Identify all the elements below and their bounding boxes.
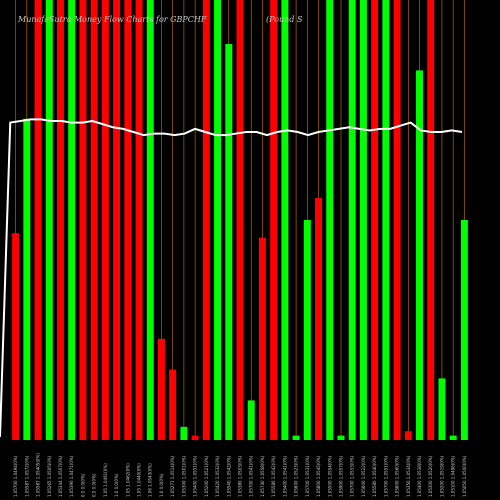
money-flow-line: [0, 118, 463, 437]
bar-series: [12, 0, 468, 441]
tick-label: 1.0 0.0(0%): [114, 473, 119, 497]
tick-label: 1.05 1.0491(0%): [103, 463, 108, 497]
tick-label: 1.05600 1.0522(0%): [361, 455, 366, 497]
bar-up: [247, 400, 255, 440]
tick-label: 1.05100 1.0496(0%): [451, 455, 456, 497]
tick-label: 1.05700 1.0494(0%): [13, 455, 18, 497]
bar-up: [214, 0, 222, 440]
tick-label: 1.05271 1.0514(0%): [170, 455, 175, 497]
chart-title: MunafaSutra Money Flow Charts for GBPCHF: [17, 15, 207, 24]
bar-up: [303, 220, 311, 440]
tick-label: 1.05587 1.0572(0%): [24, 455, 29, 497]
tick-label: 1.06 1.0543(0%): [148, 463, 153, 497]
bar-up: [348, 0, 356, 440]
bar-up: [146, 0, 154, 440]
bar-down: [135, 0, 143, 440]
bar-down: [236, 0, 244, 440]
tick-label: 1.05900 1.0557(0%): [338, 455, 343, 497]
bar-down: [12, 233, 20, 440]
tick-label: 1.05344 1.0507(0%): [58, 455, 63, 497]
bar-down: [57, 0, 64, 440]
tick-label: 0.5 0.0(0%): [80, 473, 85, 497]
bar-up: [225, 44, 233, 440]
bar-up: [438, 378, 446, 440]
bar-up: [449, 435, 457, 440]
tick-label: 1.05300 1.0501(0%): [181, 455, 186, 497]
tick-label: 1.05500 1.0554(0%): [327, 455, 332, 497]
bar-up: [45, 0, 53, 440]
bar-up: [382, 0, 390, 440]
tick-label: 1.05540 1.0542(0%): [226, 455, 231, 497]
bar-up: [460, 220, 468, 440]
tick-label: 1.05700 1.0551(0%): [383, 455, 388, 497]
bar-down: [79, 0, 87, 440]
bar-down: [90, 0, 98, 440]
bar-down: [202, 0, 210, 440]
tick-label: 1.05400 1.0538(0%): [417, 455, 422, 497]
bar-down: [169, 369, 177, 440]
bar-up: [23, 118, 31, 441]
bar-down: [371, 0, 379, 440]
bar-down: [157, 338, 165, 440]
tick-label: 0.5 0.0(0%): [92, 473, 97, 497]
bar-down: [113, 0, 121, 440]
tick-label: 1.05700 1.0531(0%): [305, 455, 310, 497]
tick-label: 1.05 1.0462(0%): [125, 463, 130, 497]
tick-label: 1.05700 1.0541(0%): [249, 455, 254, 497]
bar-down: [404, 431, 412, 440]
tick-label: 1.05400 1.0551(0%): [193, 455, 198, 497]
tick-label: 1.05600 1.0560(0%): [395, 455, 400, 497]
bar-down: [427, 0, 435, 440]
bar-down: [101, 0, 109, 440]
tick-label: 1.05600 1.0523(0%): [294, 455, 299, 497]
bar-up: [359, 0, 367, 440]
bar-down: [315, 198, 323, 440]
bar-down: [124, 0, 132, 440]
bar-down: [270, 0, 278, 440]
tick-label: 1.05 1.0440(0%): [137, 463, 142, 497]
bar-down: [258, 237, 266, 440]
tick-label: 1.05587 1.05405(0%): [36, 453, 41, 497]
bar-up: [416, 70, 423, 441]
tick-label: 1.05200 1.0521(0%): [204, 455, 209, 497]
tick-label: 1.05050 1.0500(0%): [462, 455, 467, 497]
bar-up: [337, 435, 345, 440]
bar-down: [393, 0, 401, 440]
x-axis-tick-labels: 1.05700 1.0494(0%) 1.05587 1.0572(0%) 1.05…: [13, 453, 467, 497]
tick-label: 1.05300 1.0520(0%): [428, 455, 433, 497]
bar-up: [68, 0, 76, 440]
tick-label: 1.05400 1.0541(0%): [282, 455, 287, 497]
chart-subtitle: (Pound S: [266, 15, 303, 24]
bar-up: [326, 0, 334, 440]
tick-label: 1.0 0.0(0%): [159, 473, 164, 497]
bar-up: [292, 435, 300, 440]
tick-label: 1.05420 1.0532(0%): [215, 455, 220, 497]
tick-label: 1.05380 1.0503(0%): [238, 455, 243, 497]
tick-label: 1.05580 1.0542(0%): [271, 455, 276, 497]
tick-label: 1.05265 1.0505(0%): [47, 455, 52, 497]
tick-label: 1.05740 1.0558(0%): [260, 455, 265, 497]
tick-label: 1.05390 1.0471(0%): [69, 455, 74, 497]
bar-up: [180, 426, 188, 440]
tick-label: 1.05350 1.0534(0%): [406, 455, 411, 497]
bar-down: [34, 0, 42, 440]
bar-up: [281, 0, 289, 440]
tick-label: 1.05800 1.0545(0%): [316, 455, 321, 497]
tick-label: 1.05200 1.0519(0%): [439, 455, 444, 497]
tick-label: 1.05580 1.0540(0%): [372, 455, 377, 497]
bar-down: [191, 435, 199, 440]
tick-label: 1.05700 1.0533(0%): [350, 455, 355, 497]
